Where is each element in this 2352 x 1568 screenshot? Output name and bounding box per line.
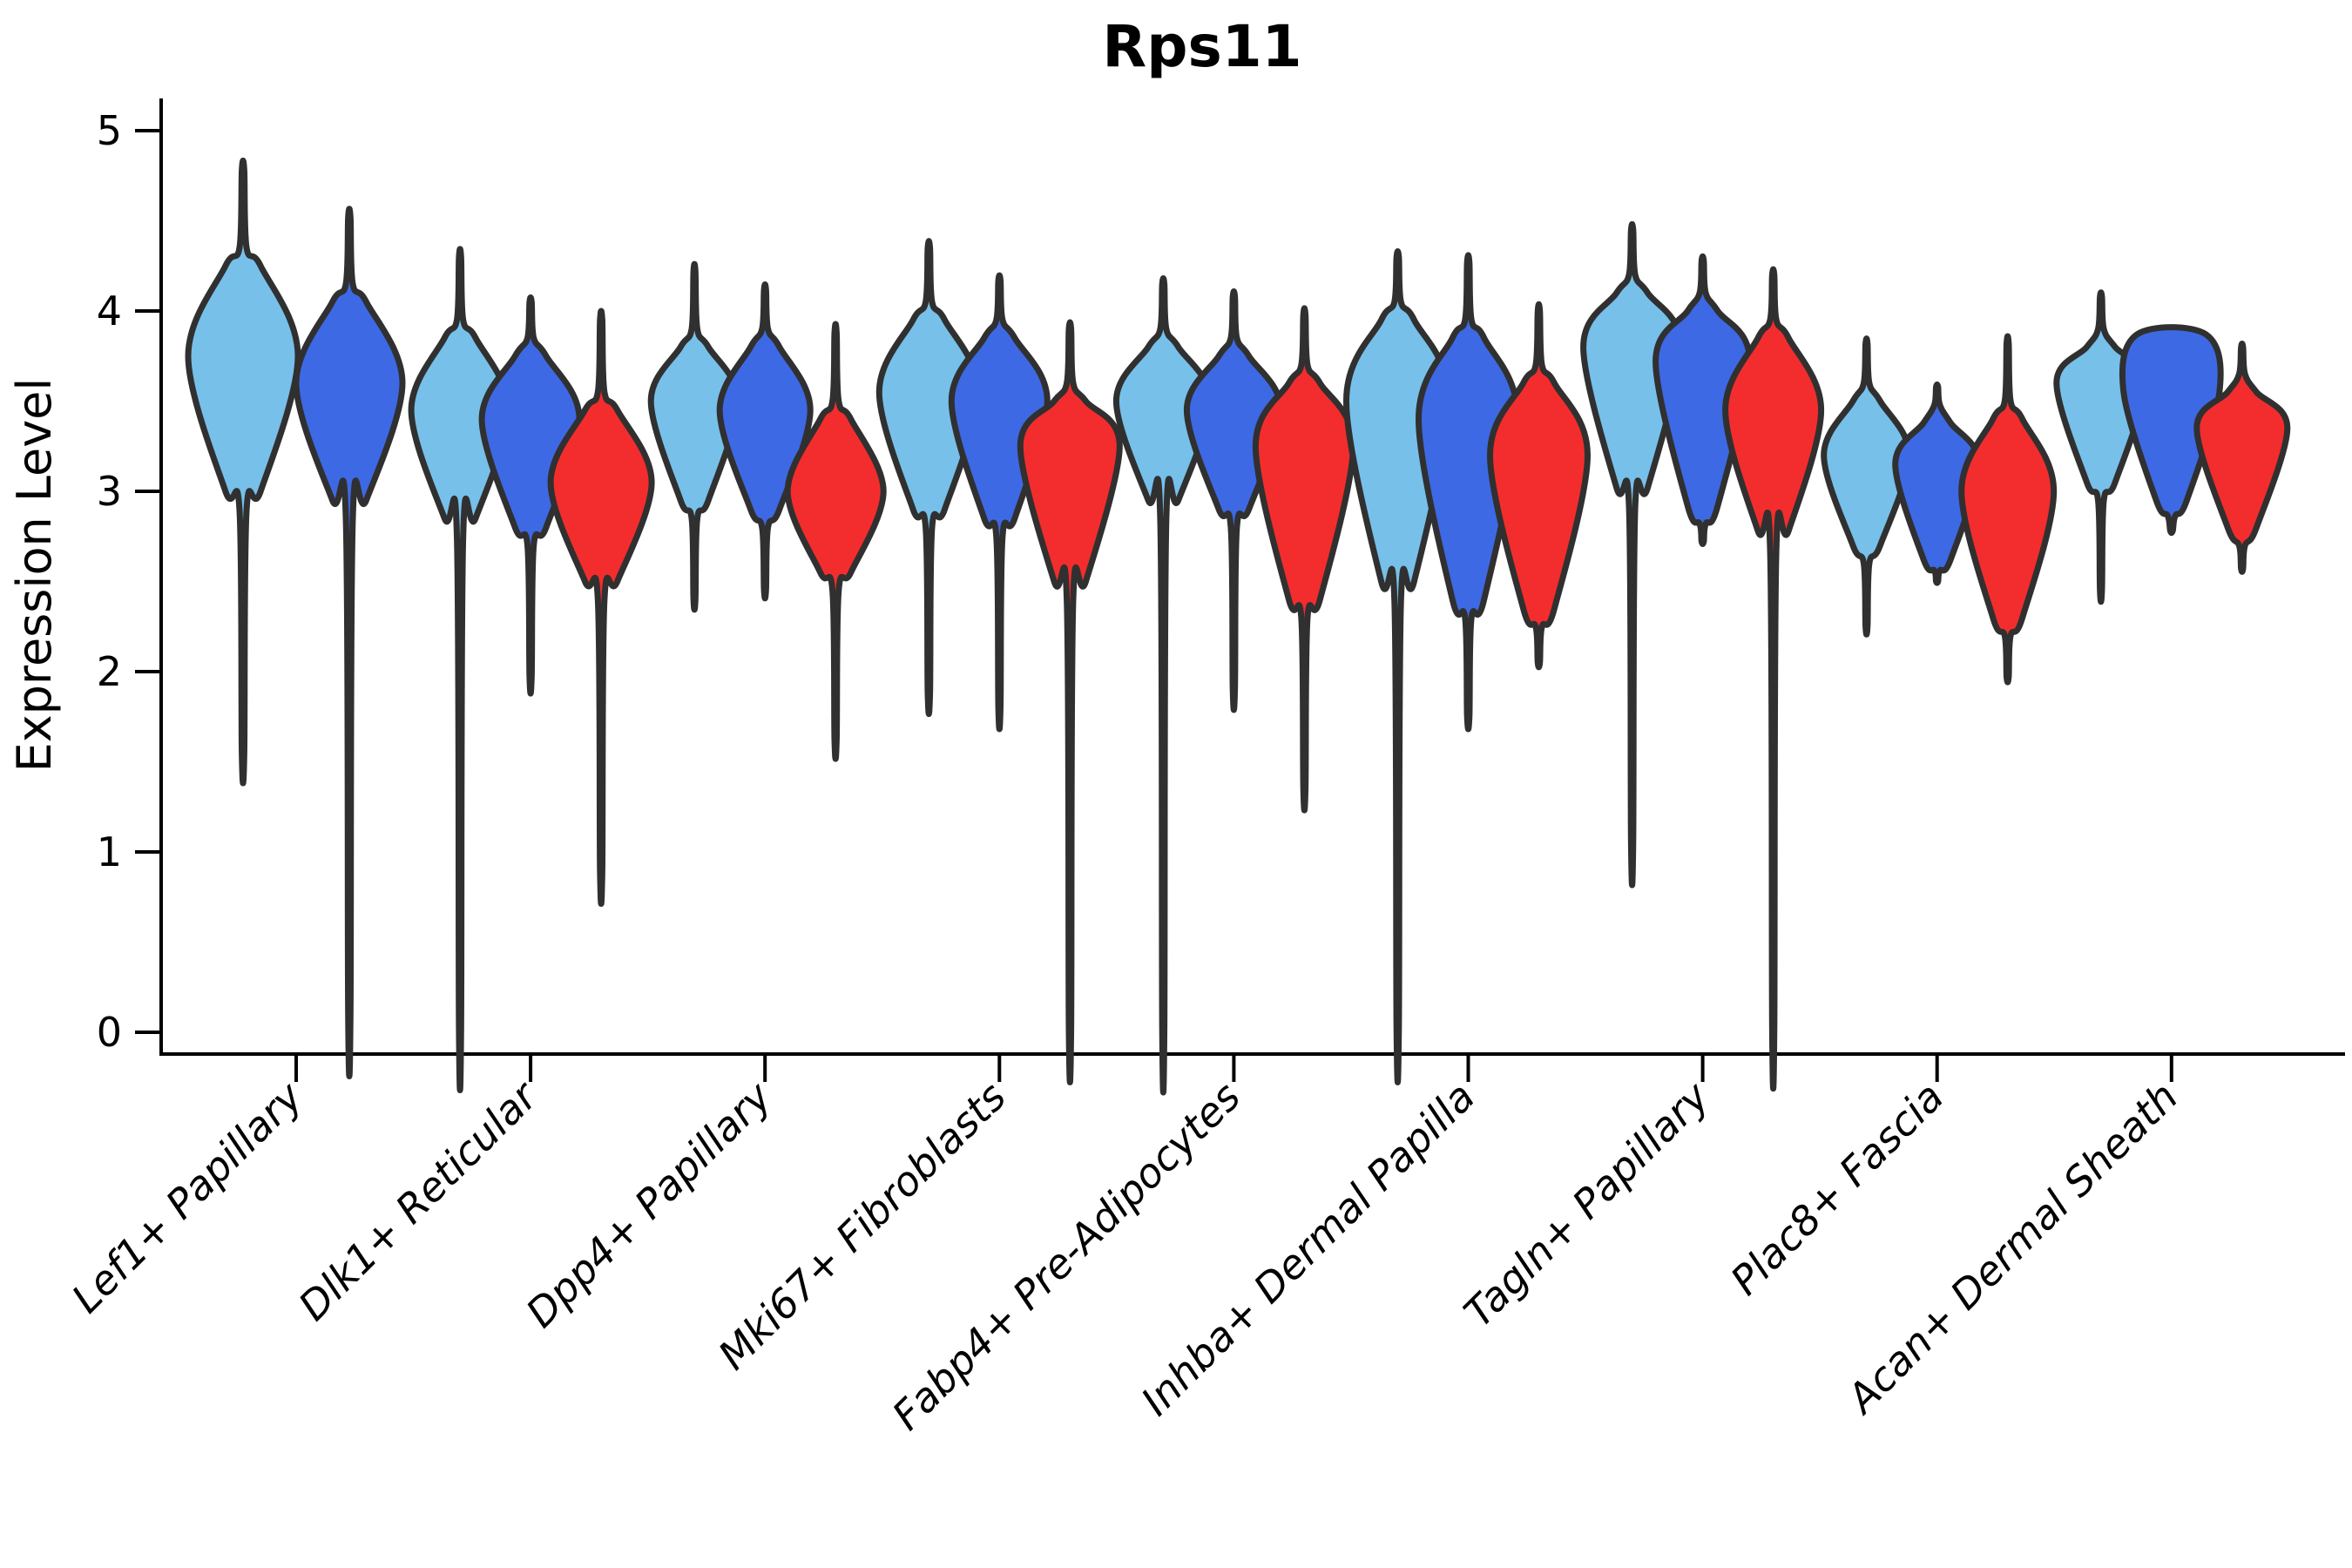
violin-3-red	[784, 321, 887, 762]
violin-3-dark_blue	[716, 281, 814, 602]
y-axis-label: Expression Level	[7, 378, 62, 773]
x-category-label: Tagln+ Papillary	[1455, 1072, 1719, 1336]
y-tick-label: 1	[97, 828, 122, 875]
y-tick-label: 2	[97, 648, 122, 695]
violin-4-light_blue	[875, 238, 982, 717]
x-category-label: Dlk1+ Reticular	[289, 1071, 548, 1329]
violin-6-red	[1487, 301, 1591, 671]
violin-8-red	[1958, 333, 2058, 686]
violin-7-light_blue	[1580, 220, 1685, 889]
violin-5-dark_blue	[1183, 287, 1284, 713]
y-tick-label: 5	[97, 107, 122, 154]
x-category-label: Plac8+ Fascia	[1721, 1073, 1952, 1304]
violin-1-dark_blue	[293, 206, 406, 1079]
violin-1-light_blue	[185, 157, 301, 787]
violin-8-light_blue	[1821, 335, 1913, 638]
y-tick-label: 4	[97, 287, 122, 335]
violin-9-red	[2193, 341, 2291, 575]
violin-7-red	[1722, 266, 1825, 1092]
violin-2-light_blue	[408, 246, 512, 1093]
violin-3-light_blue	[647, 260, 741, 613]
y-tick-label: 3	[97, 468, 122, 515]
violin-4-dark_blue	[948, 272, 1051, 733]
violin-2-dark_blue	[478, 294, 583, 697]
violin-7-dark_blue	[1652, 253, 1754, 548]
violin-6-dark_blue	[1416, 252, 1521, 733]
x-category-label: Lef1+ Papillary	[63, 1072, 312, 1321]
violin-4-red	[1017, 319, 1123, 1085]
plot-title: Rps11	[1102, 13, 1301, 80]
violin-8-dark_blue	[1892, 381, 1983, 586]
y-tick-label: 0	[97, 1009, 122, 1056]
violin-2-red	[547, 308, 655, 907]
x-category-label: Dpp4+ Papillary	[517, 1072, 781, 1336]
